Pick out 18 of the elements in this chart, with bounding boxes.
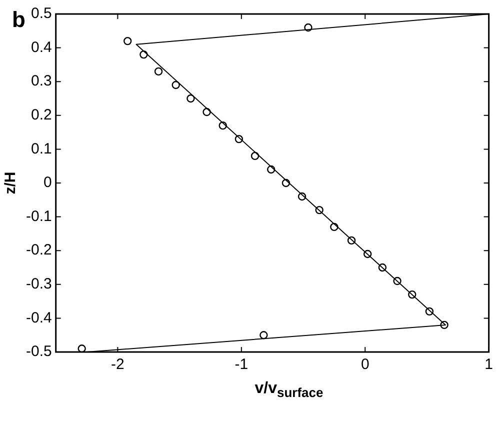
x-tick-label: -2 [111, 356, 124, 374]
x-tick-label: 0 [360, 356, 370, 374]
y-tick-label: 0.2 [30, 106, 52, 124]
text: b [12, 7, 26, 32]
y-tick-label: -0.4 [26, 309, 52, 326]
y-tick-label: 0.1 [30, 140, 52, 158]
y-tick-label: 0.4 [30, 38, 52, 56]
y-tick-label: 0.3 [30, 72, 52, 90]
x-tick-label: -1 [234, 356, 248, 374]
y-tick-label: -0.5 [26, 343, 52, 360]
y-tick-label: -0.2 [26, 242, 52, 259]
y-tick-label: -0.1 [26, 208, 52, 225]
x-tick-label: 1 [484, 356, 493, 374]
y-axis-title: z/H [2, 172, 20, 194]
y-tick-label: -0.3 [26, 276, 52, 293]
y-tick-label: 0 [44, 174, 52, 192]
x-axis-title: v/v$_{surface}$ [254, 380, 324, 400]
y-tick-label: 0.5 [30, 5, 52, 22]
